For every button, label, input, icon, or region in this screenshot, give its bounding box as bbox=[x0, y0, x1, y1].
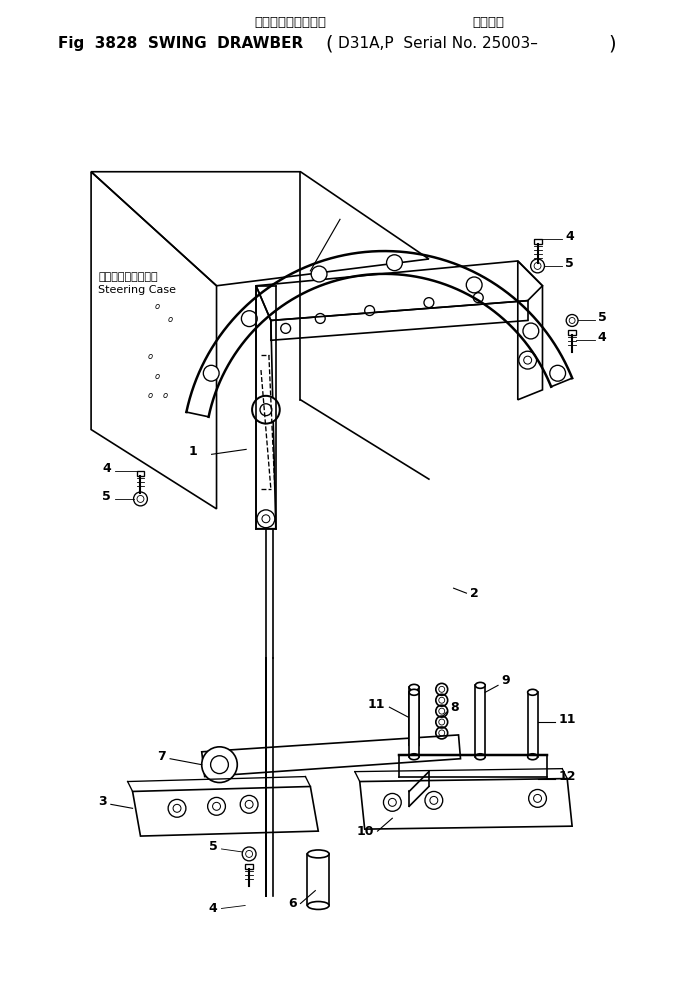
Text: 6: 6 bbox=[288, 896, 296, 909]
Bar bbox=[245, 864, 253, 869]
Text: Steering Case: Steering Case bbox=[98, 284, 176, 295]
Text: 5: 5 bbox=[598, 312, 607, 324]
Circle shape bbox=[252, 396, 279, 424]
Circle shape bbox=[245, 851, 252, 858]
Text: o: o bbox=[148, 351, 153, 360]
Text: 11: 11 bbox=[368, 697, 386, 711]
Text: o: o bbox=[155, 302, 160, 311]
Circle shape bbox=[173, 805, 181, 812]
Circle shape bbox=[207, 798, 226, 815]
Ellipse shape bbox=[528, 689, 538, 695]
Circle shape bbox=[133, 492, 148, 507]
Circle shape bbox=[213, 803, 220, 810]
Text: 4: 4 bbox=[209, 901, 218, 914]
Circle shape bbox=[430, 797, 438, 805]
Ellipse shape bbox=[307, 850, 329, 858]
Bar bbox=[534, 240, 541, 245]
Text: o: o bbox=[167, 315, 173, 323]
Circle shape bbox=[240, 796, 258, 813]
Circle shape bbox=[168, 800, 186, 817]
Text: 8: 8 bbox=[451, 700, 459, 714]
Text: 5: 5 bbox=[102, 489, 111, 503]
Circle shape bbox=[524, 357, 532, 365]
Circle shape bbox=[281, 324, 290, 334]
Text: スウィングドローバ: スウィングドローバ bbox=[254, 16, 326, 29]
Ellipse shape bbox=[409, 754, 419, 760]
Text: 4: 4 bbox=[598, 331, 607, 344]
Text: D31A,P  Serial No. 25003–: D31A,P Serial No. 25003– bbox=[338, 36, 538, 51]
Circle shape bbox=[203, 366, 219, 382]
Text: 2: 2 bbox=[471, 587, 479, 599]
Ellipse shape bbox=[307, 901, 329, 909]
Text: o: o bbox=[155, 371, 160, 381]
Text: 3: 3 bbox=[99, 795, 107, 808]
Text: 7: 7 bbox=[157, 749, 166, 762]
Text: o: o bbox=[163, 390, 168, 400]
Circle shape bbox=[528, 790, 547, 808]
Circle shape bbox=[364, 307, 375, 317]
Ellipse shape bbox=[528, 754, 538, 760]
Text: 4: 4 bbox=[102, 461, 111, 474]
Circle shape bbox=[519, 352, 537, 370]
Text: 4: 4 bbox=[565, 230, 574, 243]
Circle shape bbox=[569, 318, 575, 324]
Circle shape bbox=[245, 801, 253, 809]
Circle shape bbox=[386, 255, 403, 271]
Text: 適用号機: 適用号機 bbox=[472, 16, 504, 29]
Circle shape bbox=[523, 323, 539, 339]
Circle shape bbox=[311, 267, 327, 283]
Circle shape bbox=[262, 516, 270, 524]
Bar bbox=[409, 692, 419, 757]
Circle shape bbox=[473, 294, 483, 304]
Bar bbox=[475, 685, 486, 757]
Circle shape bbox=[566, 316, 578, 327]
Text: ): ) bbox=[609, 35, 616, 53]
Text: 11: 11 bbox=[558, 712, 576, 726]
Circle shape bbox=[242, 847, 256, 861]
Ellipse shape bbox=[409, 689, 419, 695]
Circle shape bbox=[384, 794, 401, 811]
Circle shape bbox=[257, 511, 275, 528]
Circle shape bbox=[388, 799, 396, 807]
Text: ステアリングケース: ステアリングケース bbox=[98, 271, 158, 282]
Ellipse shape bbox=[475, 754, 486, 760]
Circle shape bbox=[549, 366, 566, 382]
Text: 12: 12 bbox=[558, 769, 576, 782]
Circle shape bbox=[425, 792, 443, 810]
Text: 10: 10 bbox=[356, 824, 373, 837]
Bar bbox=[307, 854, 329, 905]
Circle shape bbox=[316, 315, 325, 324]
Ellipse shape bbox=[475, 682, 486, 688]
Circle shape bbox=[530, 259, 545, 273]
Circle shape bbox=[534, 795, 541, 803]
Text: 5: 5 bbox=[565, 256, 574, 269]
Ellipse shape bbox=[409, 684, 419, 690]
Text: Fig  3828  SWING  DRAWBER: Fig 3828 SWING DRAWBER bbox=[58, 36, 304, 51]
Text: 9: 9 bbox=[501, 673, 509, 686]
Bar bbox=[137, 471, 144, 476]
Text: (: ( bbox=[325, 35, 333, 53]
Circle shape bbox=[260, 404, 272, 416]
Circle shape bbox=[202, 747, 237, 783]
Bar bbox=[568, 331, 576, 336]
Bar bbox=[528, 692, 538, 757]
Bar bbox=[409, 687, 419, 745]
Circle shape bbox=[466, 278, 482, 294]
Circle shape bbox=[137, 496, 144, 503]
Text: 1: 1 bbox=[189, 445, 198, 458]
Circle shape bbox=[241, 312, 257, 327]
Circle shape bbox=[534, 263, 541, 270]
Text: o: o bbox=[148, 390, 153, 400]
Circle shape bbox=[211, 756, 228, 774]
Circle shape bbox=[424, 299, 434, 309]
Ellipse shape bbox=[409, 742, 419, 748]
Text: 5: 5 bbox=[209, 839, 218, 852]
